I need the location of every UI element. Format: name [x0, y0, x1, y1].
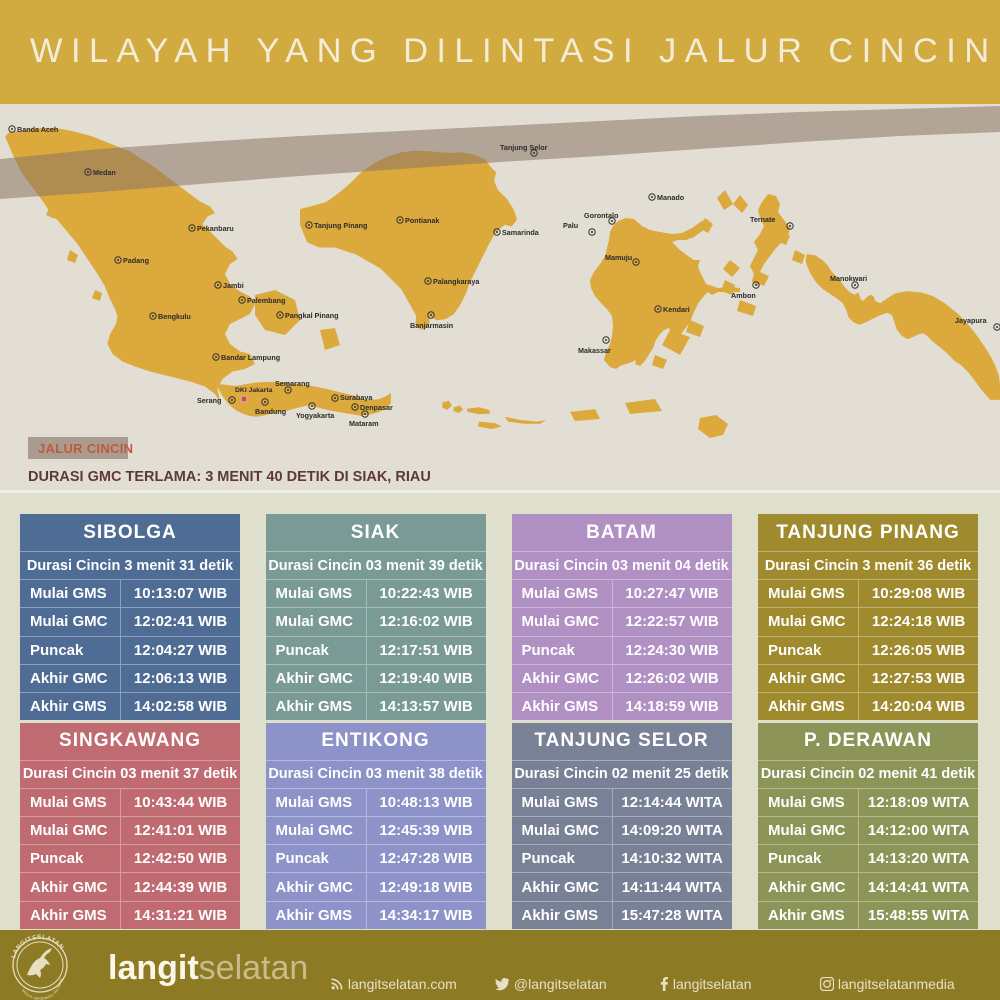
svg-text:DKI Jakarta: DKI Jakarta	[235, 387, 273, 394]
svg-text:Palu: Palu	[563, 221, 578, 230]
svg-text:LANGITSELATAN: LANGITSELATAN	[10, 934, 65, 959]
svg-text:Semarang: Semarang	[275, 379, 310, 388]
svg-text:Manado: Manado	[657, 193, 685, 202]
svg-text:Bengkulu: Bengkulu	[158, 312, 191, 321]
svg-text:Samarinda: Samarinda	[502, 228, 540, 237]
svg-text:Ambon: Ambon	[731, 291, 756, 300]
svg-text:Palangkaraya: Palangkaraya	[433, 277, 480, 286]
svg-text:Yogyakarta: Yogyakarta	[296, 411, 335, 420]
svg-text:Tanjung Pinang: Tanjung Pinang	[314, 221, 367, 230]
svg-text:Gorontalo: Gorontalo	[584, 211, 619, 220]
svg-text:Pontianak: Pontianak	[405, 216, 439, 225]
svg-text:Banjarmasin: Banjarmasin	[410, 321, 453, 330]
svg-text:Palembang: Palembang	[247, 296, 285, 305]
svg-text:Kendari: Kendari	[663, 305, 690, 314]
svg-text:Pangkal Pinang: Pangkal Pinang	[285, 311, 339, 320]
svg-text:Mataram: Mataram	[349, 419, 379, 428]
svg-text:Jayapura: Jayapura	[955, 316, 988, 325]
svg-text:Banda Aceh: Banda Aceh	[17, 125, 58, 134]
svg-text:Pekanbaru: Pekanbaru	[197, 224, 234, 233]
svg-text:Serang: Serang	[197, 396, 221, 405]
svg-text:Bandar Lampung: Bandar Lampung	[221, 353, 280, 362]
svg-text:Mamuju: Mamuju	[605, 253, 632, 262]
svg-text:Jambi: Jambi	[223, 281, 244, 290]
svg-text:Tanjung Selor: Tanjung Selor	[500, 143, 548, 152]
svg-text:Manokwari: Manokwari	[830, 274, 867, 283]
svg-text:Bandung: Bandung	[255, 407, 286, 416]
svg-text:Padang: Padang	[123, 256, 149, 265]
svg-text:Medan: Medan	[93, 168, 116, 177]
svg-text:Surabaya: Surabaya	[340, 393, 373, 402]
svg-text:Ternate: Ternate	[750, 215, 775, 224]
svg-text:Makassar: Makassar	[578, 346, 611, 355]
